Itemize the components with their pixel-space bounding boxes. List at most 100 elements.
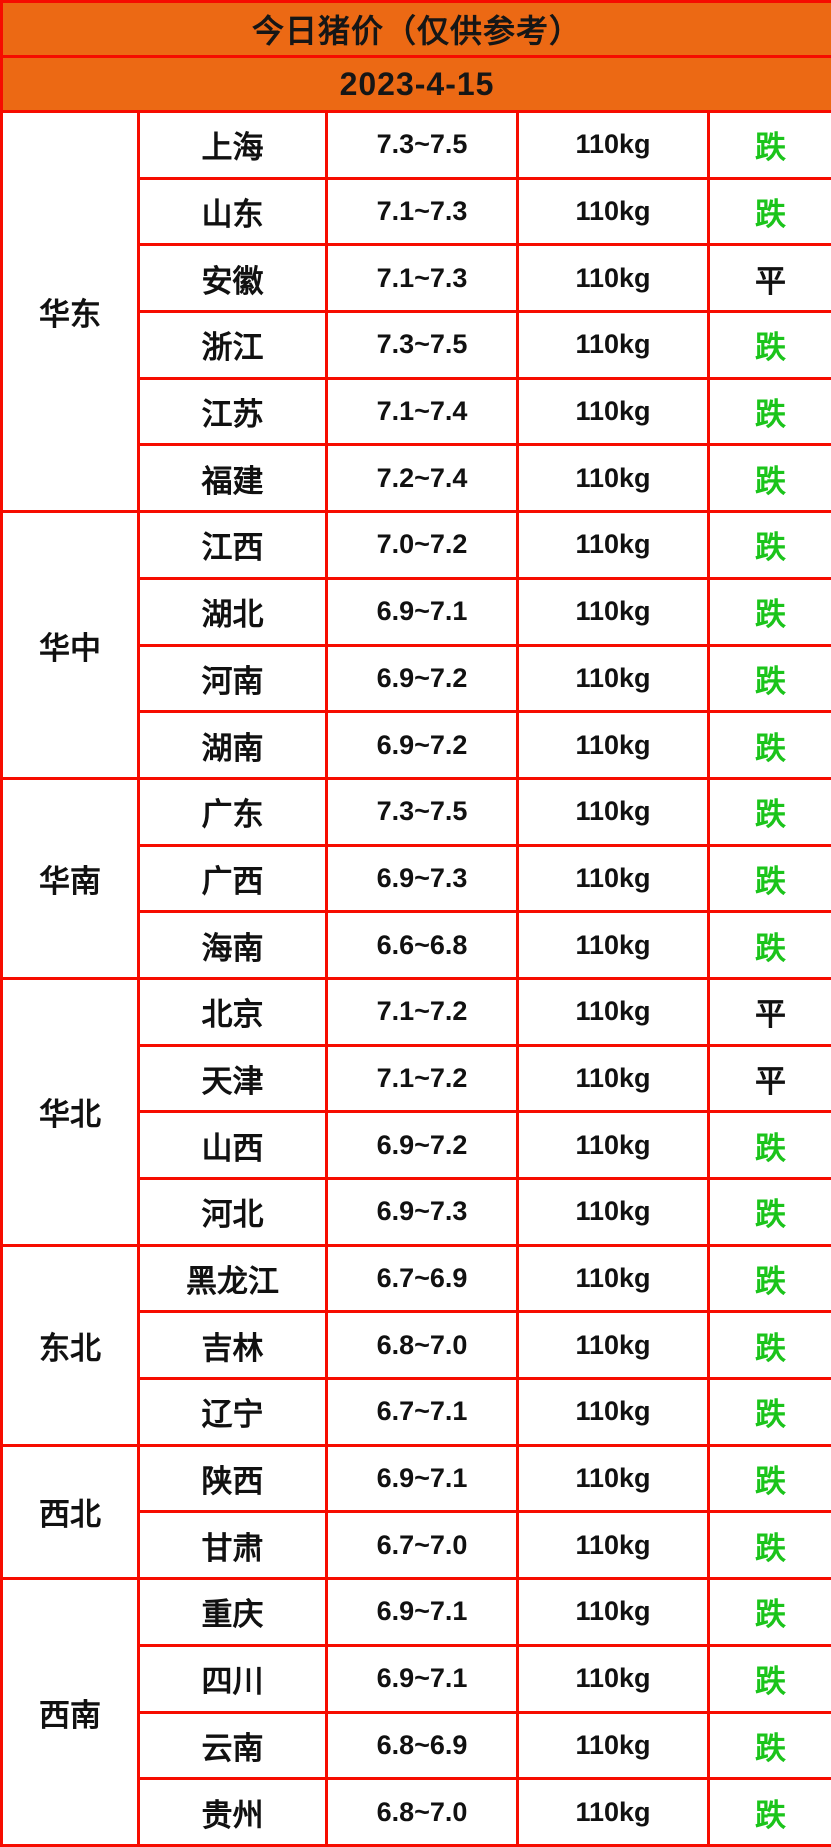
weight-cell: 110kg bbox=[518, 1112, 709, 1179]
trend-cell: 跌 bbox=[709, 1512, 831, 1579]
price-cell: 7.1~7.3 bbox=[327, 178, 518, 245]
weight-cell: 110kg bbox=[518, 445, 709, 512]
province-cell: 辽宁 bbox=[139, 1379, 327, 1446]
region-cell: 华中 bbox=[2, 512, 139, 779]
price-cell: 7.0~7.2 bbox=[327, 512, 518, 579]
price-cell: 6.9~7.2 bbox=[327, 712, 518, 779]
region-cell: 华北 bbox=[2, 978, 139, 1245]
page-title: 今日猪价（仅供参考） bbox=[2, 2, 831, 57]
trend-cell: 跌 bbox=[709, 645, 831, 712]
trend-cell: 跌 bbox=[709, 512, 831, 579]
weight-cell: 110kg bbox=[518, 645, 709, 712]
trend-cell: 跌 bbox=[709, 1712, 831, 1779]
weight-cell: 110kg bbox=[518, 1179, 709, 1246]
price-cell: 7.1~7.3 bbox=[327, 245, 518, 312]
province-cell: 吉林 bbox=[139, 1312, 327, 1379]
trend-cell: 平 bbox=[709, 245, 831, 312]
weight-cell: 110kg bbox=[518, 1379, 709, 1446]
trend-cell: 跌 bbox=[709, 578, 831, 645]
date-row: 2023-4-15 bbox=[2, 57, 831, 112]
price-cell: 7.2~7.4 bbox=[327, 445, 518, 512]
province-cell: 湖南 bbox=[139, 712, 327, 779]
weight-cell: 110kg bbox=[518, 1245, 709, 1312]
price-cell: 7.3~7.5 bbox=[327, 112, 518, 179]
price-cell: 6.9~7.1 bbox=[327, 1445, 518, 1512]
weight-cell: 110kg bbox=[518, 912, 709, 979]
price-cell: 7.1~7.2 bbox=[327, 978, 518, 1045]
price-cell: 6.9~7.1 bbox=[327, 1579, 518, 1646]
weight-cell: 110kg bbox=[518, 712, 709, 779]
trend-cell: 跌 bbox=[709, 845, 831, 912]
price-cell: 6.9~7.1 bbox=[327, 578, 518, 645]
weight-cell: 110kg bbox=[518, 1045, 709, 1112]
weight-cell: 110kg bbox=[518, 1312, 709, 1379]
weight-cell: 110kg bbox=[518, 978, 709, 1045]
province-cell: 福建 bbox=[139, 445, 327, 512]
trend-cell: 跌 bbox=[709, 1179, 831, 1246]
province-cell: 天津 bbox=[139, 1045, 327, 1112]
province-cell: 广西 bbox=[139, 845, 327, 912]
price-cell: 6.9~7.1 bbox=[327, 1645, 518, 1712]
price-cell: 6.8~6.9 bbox=[327, 1712, 518, 1779]
price-cell: 6.7~7.1 bbox=[327, 1379, 518, 1446]
province-cell: 江西 bbox=[139, 512, 327, 579]
province-cell: 贵州 bbox=[139, 1779, 327, 1846]
trend-cell: 跌 bbox=[709, 1312, 831, 1379]
title-row: 今日猪价（仅供参考） bbox=[2, 2, 831, 57]
weight-cell: 110kg bbox=[518, 178, 709, 245]
weight-cell: 110kg bbox=[518, 1445, 709, 1512]
trend-cell: 跌 bbox=[709, 1779, 831, 1846]
region-cell: 西北 bbox=[2, 1445, 139, 1578]
weight-cell: 110kg bbox=[518, 1512, 709, 1579]
weight-cell: 110kg bbox=[518, 1779, 709, 1846]
weight-cell: 110kg bbox=[518, 245, 709, 312]
province-cell: 陕西 bbox=[139, 1445, 327, 1512]
region-cell: 华东 bbox=[2, 112, 139, 512]
price-cell: 7.3~7.5 bbox=[327, 312, 518, 379]
weight-cell: 110kg bbox=[518, 512, 709, 579]
weight-cell: 110kg bbox=[518, 378, 709, 445]
trend-cell: 平 bbox=[709, 978, 831, 1045]
price-cell: 6.6~6.8 bbox=[327, 912, 518, 979]
region-cell: 华南 bbox=[2, 778, 139, 978]
weight-cell: 110kg bbox=[518, 778, 709, 845]
weight-cell: 110kg bbox=[518, 112, 709, 179]
price-cell: 7.1~7.4 bbox=[327, 378, 518, 445]
province-cell: 上海 bbox=[139, 112, 327, 179]
weight-cell: 110kg bbox=[518, 1579, 709, 1646]
trend-cell: 跌 bbox=[709, 1645, 831, 1712]
report-date: 2023-4-15 bbox=[2, 57, 831, 112]
trend-cell: 跌 bbox=[709, 1245, 831, 1312]
trend-cell: 跌 bbox=[709, 312, 831, 379]
province-cell: 山东 bbox=[139, 178, 327, 245]
province-cell: 江苏 bbox=[139, 378, 327, 445]
weight-cell: 110kg bbox=[518, 1645, 709, 1712]
province-cell: 黑龙江 bbox=[139, 1245, 327, 1312]
trend-cell: 跌 bbox=[709, 712, 831, 779]
trend-cell: 跌 bbox=[709, 378, 831, 445]
price-cell: 7.1~7.2 bbox=[327, 1045, 518, 1112]
province-cell: 河南 bbox=[139, 645, 327, 712]
province-cell: 浙江 bbox=[139, 312, 327, 379]
weight-cell: 110kg bbox=[518, 1712, 709, 1779]
weight-cell: 110kg bbox=[518, 312, 709, 379]
trend-cell: 跌 bbox=[709, 1579, 831, 1646]
trend-cell: 跌 bbox=[709, 1112, 831, 1179]
price-cell: 6.9~7.3 bbox=[327, 845, 518, 912]
trend-cell: 跌 bbox=[709, 912, 831, 979]
province-cell: 海南 bbox=[139, 912, 327, 979]
region-cell: 东北 bbox=[2, 1245, 139, 1445]
province-cell: 四川 bbox=[139, 1645, 327, 1712]
trend-cell: 跌 bbox=[709, 445, 831, 512]
province-cell: 河北 bbox=[139, 1179, 327, 1246]
trend-cell: 跌 bbox=[709, 178, 831, 245]
price-cell: 6.7~7.0 bbox=[327, 1512, 518, 1579]
